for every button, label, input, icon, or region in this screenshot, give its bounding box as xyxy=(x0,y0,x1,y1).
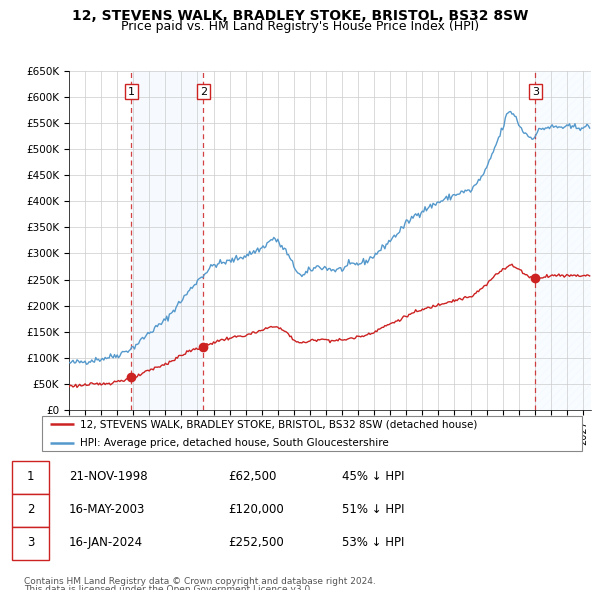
Text: HPI: Average price, detached house, South Gloucestershire: HPI: Average price, detached house, Sout… xyxy=(80,438,389,448)
Text: 21-NOV-1998: 21-NOV-1998 xyxy=(69,470,148,483)
Bar xyxy=(535,71,591,410)
Text: 3: 3 xyxy=(27,536,34,549)
Text: £62,500: £62,500 xyxy=(228,470,277,483)
Text: This data is licensed under the Open Government Licence v3.0.: This data is licensed under the Open Gov… xyxy=(24,585,313,590)
Text: Contains HM Land Registry data © Crown copyright and database right 2024.: Contains HM Land Registry data © Crown c… xyxy=(24,577,376,586)
Text: 1: 1 xyxy=(27,470,34,483)
FancyBboxPatch shape xyxy=(42,416,582,451)
Text: Price paid vs. HM Land Registry's House Price Index (HPI): Price paid vs. HM Land Registry's House … xyxy=(121,20,479,33)
Text: 2: 2 xyxy=(200,87,207,97)
Text: £252,500: £252,500 xyxy=(228,536,284,549)
Text: 12, STEVENS WALK, BRADLEY STOKE, BRISTOL, BS32 8SW (detached house): 12, STEVENS WALK, BRADLEY STOKE, BRISTOL… xyxy=(80,419,477,429)
Text: 16-JAN-2024: 16-JAN-2024 xyxy=(69,536,143,549)
Text: £120,000: £120,000 xyxy=(228,503,284,516)
Text: 2: 2 xyxy=(27,503,34,516)
Text: 1: 1 xyxy=(128,87,135,97)
Text: 3: 3 xyxy=(532,87,539,97)
Text: 53% ↓ HPI: 53% ↓ HPI xyxy=(342,536,404,549)
Text: 45% ↓ HPI: 45% ↓ HPI xyxy=(342,470,404,483)
Text: 16-MAY-2003: 16-MAY-2003 xyxy=(69,503,145,516)
Text: 12, STEVENS WALK, BRADLEY STOKE, BRISTOL, BS32 8SW: 12, STEVENS WALK, BRADLEY STOKE, BRISTOL… xyxy=(72,9,528,23)
Bar xyxy=(131,71,203,410)
Text: 51% ↓ HPI: 51% ↓ HPI xyxy=(342,503,404,516)
